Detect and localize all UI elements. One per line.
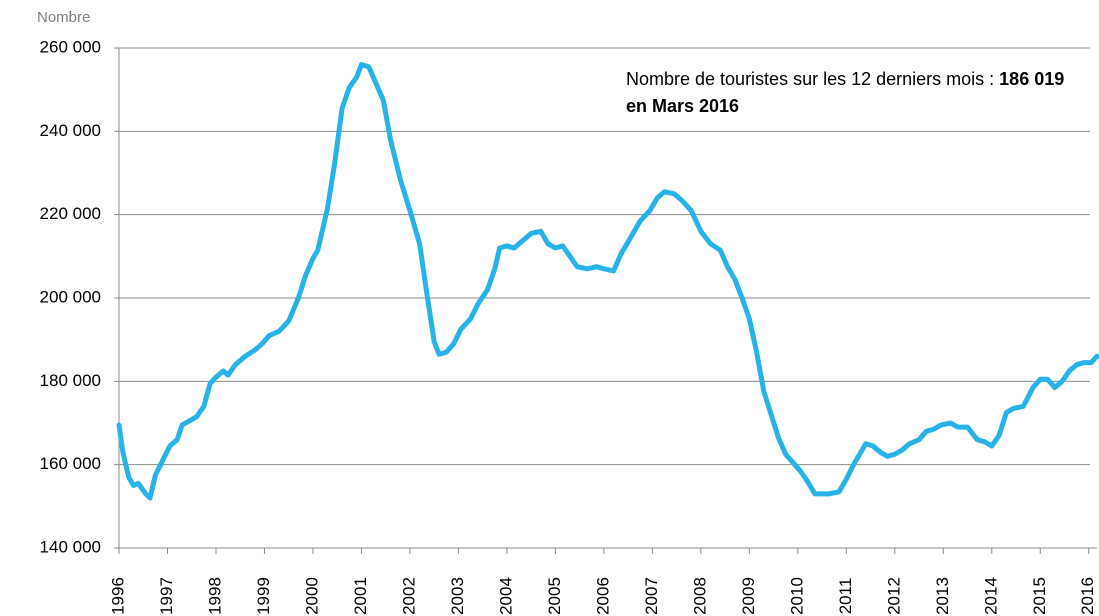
- x-tick-label: 1999: [254, 577, 273, 615]
- annotation: Nombre de touristes sur les 12 derniers …: [626, 66, 1066, 120]
- annotation-text: Nombre de touristes sur les 12 derniers …: [626, 69, 995, 89]
- x-tick-label: 2011: [836, 578, 855, 615]
- x-tick-label: 1998: [205, 577, 224, 615]
- x-tick-label: 2013: [933, 577, 952, 615]
- x-tick-label: 2016: [1078, 577, 1097, 615]
- x-tick-label: 2005: [545, 577, 564, 615]
- x-tick-label: 2008: [690, 577, 709, 615]
- data-line: [116, 62, 1099, 501]
- y-tick-label: 180 000: [40, 371, 101, 390]
- x-tick-label: 2015: [1030, 577, 1049, 615]
- x-tick-label: 2014: [981, 577, 1000, 615]
- x-tick-label: 1997: [157, 577, 176, 615]
- x-tick-label: 2003: [448, 577, 467, 615]
- y-tick-label: 140 000: [40, 537, 101, 556]
- x-tick-label: 2000: [302, 577, 321, 615]
- annotation-highlight: 186 019 en Mars 2016: [626, 69, 1065, 116]
- y-tick-label: 200 000: [40, 287, 101, 306]
- x-tick-label: 2002: [399, 577, 418, 615]
- y-tick-label: 240 000: [40, 121, 101, 140]
- x-tick-label: 2009: [739, 577, 758, 615]
- y-tick-label: 160 000: [40, 454, 101, 473]
- y-tick-label: 220 000: [40, 204, 101, 223]
- x-tick-label: 2007: [642, 577, 661, 615]
- y-tick-label: 260 000: [40, 37, 101, 56]
- x-tick-label: 1996: [108, 577, 127, 615]
- x-tick-label: 2006: [593, 577, 612, 615]
- x-tick-label: 2010: [787, 577, 806, 615]
- x-tick-label: 2004: [496, 577, 515, 615]
- x-tick-label: 2012: [884, 577, 903, 615]
- y-axis-label: Nombre: [37, 9, 90, 26]
- x-tick-label: 2001: [351, 577, 370, 615]
